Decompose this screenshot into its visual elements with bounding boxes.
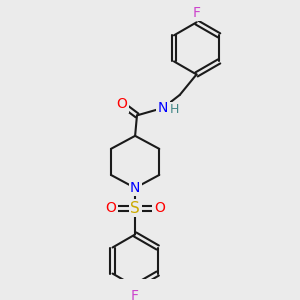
Text: O: O: [154, 201, 165, 215]
Text: H: H: [169, 103, 179, 116]
Text: S: S: [130, 201, 140, 216]
Text: O: O: [117, 97, 128, 111]
Text: N: N: [158, 101, 168, 115]
Text: F: F: [193, 6, 200, 20]
Text: N: N: [130, 181, 140, 195]
Text: O: O: [106, 201, 116, 215]
Text: F: F: [131, 289, 139, 300]
